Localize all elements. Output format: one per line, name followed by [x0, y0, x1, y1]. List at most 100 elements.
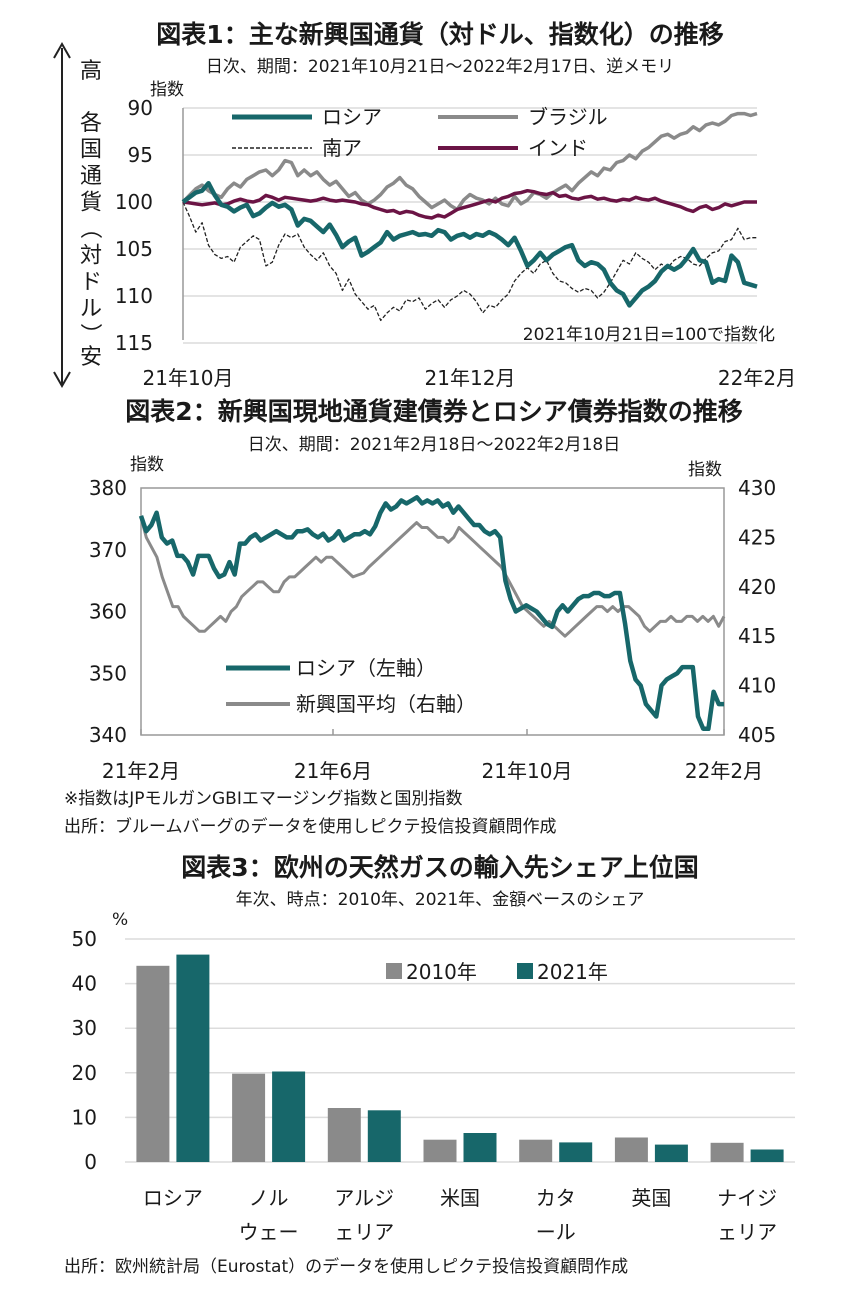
chart3-bar-0-3: [423, 1139, 457, 1162]
chart2-left-tick-label: 350: [89, 661, 127, 685]
chart1-side-label-char: ）: [77, 323, 102, 345]
chart3-bar-1-5: [654, 1144, 688, 1162]
chart2-legend-label: 新興国平均（右軸）: [296, 692, 476, 716]
chart2-series-line-0: [138, 495, 724, 732]
chart2-x-tick-label: 22年2月: [685, 759, 763, 783]
chart2-subtitle: 日次、期間：2021年2月18日～2022年2月18日: [248, 435, 620, 455]
chart1-series-line-2: [182, 201, 757, 322]
chart1-y-tick-label: 110: [115, 284, 153, 308]
chart3-source: 出所：欧州統計局（Eurostat）のデータを使用しピクテ投信投資顧問作成: [64, 1256, 628, 1277]
chart1-legend-label: インド: [528, 136, 588, 160]
chart2: 図表2：新興国現地通貨建債券とロシア債券指数の推移 日次、期間：2021年2月1…: [64, 397, 776, 837]
chart1-side-label-char: 貨: [80, 191, 102, 216]
chart3-category-label: アルジ: [334, 1186, 394, 1210]
chart1-low-label: 安: [80, 345, 102, 370]
chart3-bar-1-4: [559, 1142, 593, 1162]
chart1-series: [181, 111, 758, 322]
chart3-category-label: カタ: [536, 1186, 576, 1210]
chart3-title: 図表3：欧州の天然ガスの輸入先シェア上位国: [181, 853, 698, 882]
chart3-legend-swatch: [517, 963, 533, 979]
chart1-unit-label: 指数: [150, 80, 184, 100]
chart2-right-tick-label: 425: [738, 525, 776, 549]
chart1-y-tick-label: 100: [115, 190, 153, 214]
chart1-series-line-1: [181, 111, 758, 212]
chart3: 図表3：欧州の天然ガスの輸入先シェア上位国 年次、時点：2010年、2021年、…: [64, 853, 795, 1277]
chart2-right-ticks: 430 425 420 415 410 405: [738, 476, 776, 747]
chart2-right-unit: 指数: [688, 460, 722, 480]
chart1-y-tick-label: 90: [128, 96, 153, 120]
chart3-y-ticks: 50 40 30 20 10 0: [72, 927, 97, 1174]
chart1-arrow-up-icon: [53, 41, 71, 59]
chart2-right-tick-label: 415: [738, 624, 776, 648]
chart3-category-label: ノル: [249, 1186, 289, 1210]
chart3-bar-1-6: [750, 1149, 784, 1162]
chart1-x-tick-label: 21年10月: [143, 366, 234, 390]
chart1-y-tick-label: 95: [128, 143, 153, 167]
chart2-x-ticks: 21年2月 21年6月 21年10月 22年2月: [102, 729, 763, 783]
chart1-series-line-3: [182, 188, 757, 220]
chart2-left-ticks: 380 370 360 350 340: [89, 476, 127, 747]
chart3-legend-label: 2010年: [406, 960, 477, 984]
chart1-side-label-char: ド: [80, 270, 102, 295]
chart1-x-tick-label: 22年2月: [718, 366, 796, 390]
chart1-series-line-0: [181, 180, 758, 308]
chart3-category-label: ウェー: [239, 1220, 299, 1244]
chart1-legend-label: ブラジル: [528, 105, 608, 129]
chart2-right-tick-label: 420: [738, 575, 776, 599]
chart2-left-tick-label: 340: [89, 723, 127, 747]
chart1-note: 2021年10月21日=100で指数化: [523, 325, 775, 345]
chart2-right-tick-label: 410: [738, 674, 776, 698]
chart1-side-label-char: 対: [80, 244, 102, 269]
chart2-x-tick-label: 21年6月: [294, 759, 372, 783]
chart2-x-tick-label: 21年10月: [482, 759, 573, 783]
chart2-right-tick-label: 405: [738, 723, 776, 747]
chart3-category-label: 米国: [440, 1186, 480, 1210]
chart1-side-label-char: ル: [80, 297, 102, 322]
chart3-bar-1-0: [176, 954, 210, 1162]
chart1-side-label-char: （: [77, 217, 102, 239]
chart1-subtitle: 日次、期間：2021年10月21日～2022年2月17日、逆メモリ: [206, 57, 674, 77]
chart3-bar-1-2: [367, 1110, 401, 1162]
chart3-category-label: ェリア: [717, 1220, 777, 1244]
chart1-side-label-char: 各: [80, 111, 102, 136]
chart3-y-tick-label: 10: [72, 1105, 97, 1129]
chart3-bars: [136, 954, 784, 1162]
chart3-bar-1-3: [463, 1133, 497, 1162]
chart1-x-ticks: 21年10月 21年12月 22年2月: [143, 366, 797, 390]
chart2-left-tick-label: 370: [89, 538, 127, 562]
chart3-bar-0-5: [614, 1137, 648, 1162]
chart3-category-label: ェリア: [334, 1220, 394, 1244]
chart2-left-tick-label: 380: [89, 476, 127, 500]
chart3-legend-swatch: [386, 963, 402, 979]
chart1-title: 図表1：主な新興国通貨（対ドル、指数化）の推移: [156, 20, 723, 49]
chart1-x-tick-label: 21年12月: [425, 366, 516, 390]
chart1-legend-label: ロシア: [322, 105, 382, 129]
chart1-side-label-char: 通: [80, 164, 102, 189]
chart3-unit: %: [112, 910, 128, 930]
chart2-left-tick-label: 360: [89, 600, 127, 624]
chart2-legend: ロシア（左軸） 新興国平均（右軸）: [226, 656, 476, 716]
chart3-category-label: ナイジ: [717, 1186, 777, 1210]
chart2-title: 図表2：新興国現地通貨建債券とロシア債券指数の推移: [125, 397, 742, 426]
chart3-y-tick-label: 0: [84, 1150, 97, 1174]
chart3-bar-0-4: [519, 1139, 553, 1162]
chart1-y-tick-label: 105: [115, 237, 153, 261]
chart1-y-ticks: 90 95 100 105 110 115: [115, 96, 153, 355]
chart1-high-label: 高: [80, 59, 102, 84]
chart2-left-unit: 指数: [130, 455, 164, 475]
chart3-bar-0-0: [136, 965, 170, 1162]
chart3-bar-0-6: [710, 1142, 744, 1162]
chart2-source: 出所：ブルームバーグのデータを使用しピクテ投信投資顧問作成: [64, 816, 557, 837]
chart3-y-tick-label: 20: [72, 1061, 97, 1085]
chart3-bar-1-1: [272, 1071, 306, 1162]
chart3-bar-0-2: [327, 1108, 361, 1162]
chart1: 図表1：主な新興国通貨（対ドル、指数化）の推移 日次、期間：2021年10月21…: [53, 20, 797, 390]
chart1-legend-label: 南ア: [322, 136, 362, 160]
chart2-plot-frame: [140, 487, 725, 736]
chart2-x-tick-label: 21年2月: [102, 759, 180, 783]
chart2-series-line-1: [139, 517, 726, 638]
chart3-legend-label: 2021年: [537, 960, 608, 984]
